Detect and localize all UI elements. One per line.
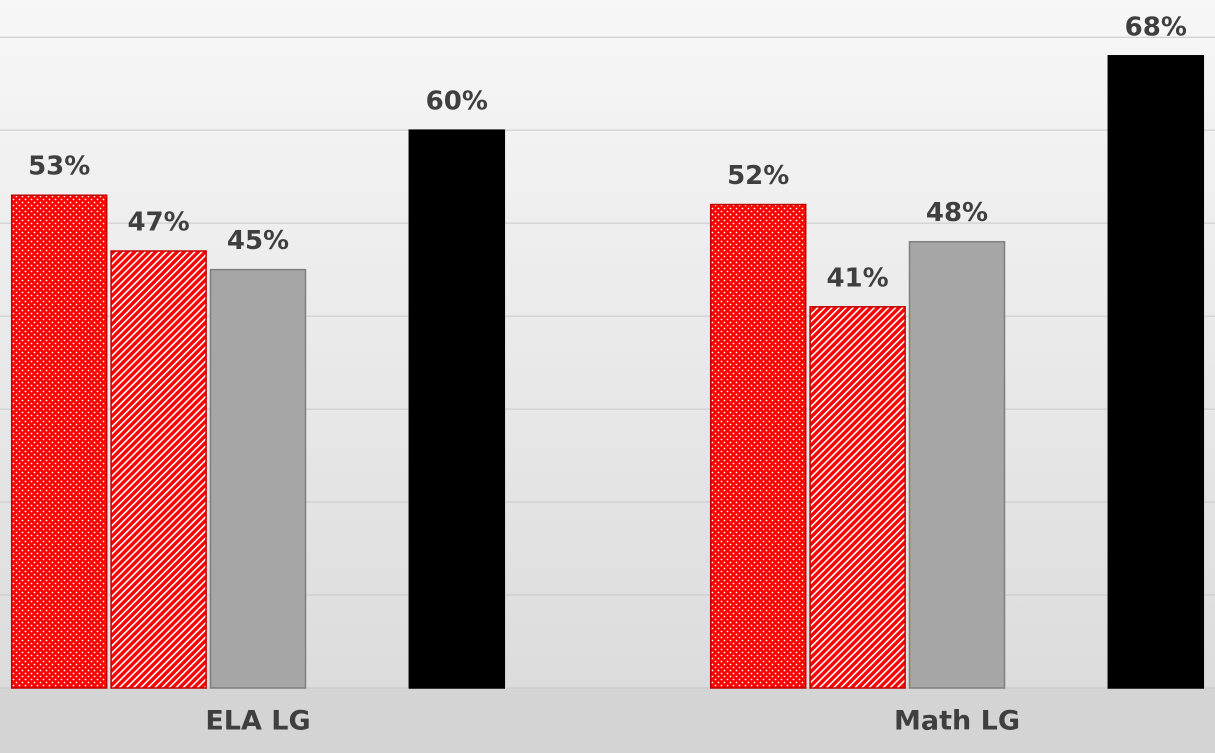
category-band [0, 688, 1215, 753]
value-label: 45% [227, 226, 289, 256]
value-label: 48% [926, 198, 988, 228]
bar [709, 203, 807, 689]
bar [10, 194, 108, 689]
bar [1107, 55, 1205, 689]
bar [809, 306, 906, 689]
bar [408, 129, 506, 689]
value-label: 60% [426, 87, 488, 117]
value-label: 68% [1125, 12, 1187, 42]
bar [209, 268, 307, 689]
x-tick-label: ELA LG [205, 706, 310, 737]
bar [908, 240, 1006, 689]
x-tick-label: Math LG [894, 706, 1020, 737]
value-label: 53% [28, 152, 90, 182]
value-label: 47% [127, 208, 189, 238]
bar [110, 250, 207, 689]
value-label: 52% [727, 161, 789, 191]
value-label: 41% [826, 263, 888, 293]
